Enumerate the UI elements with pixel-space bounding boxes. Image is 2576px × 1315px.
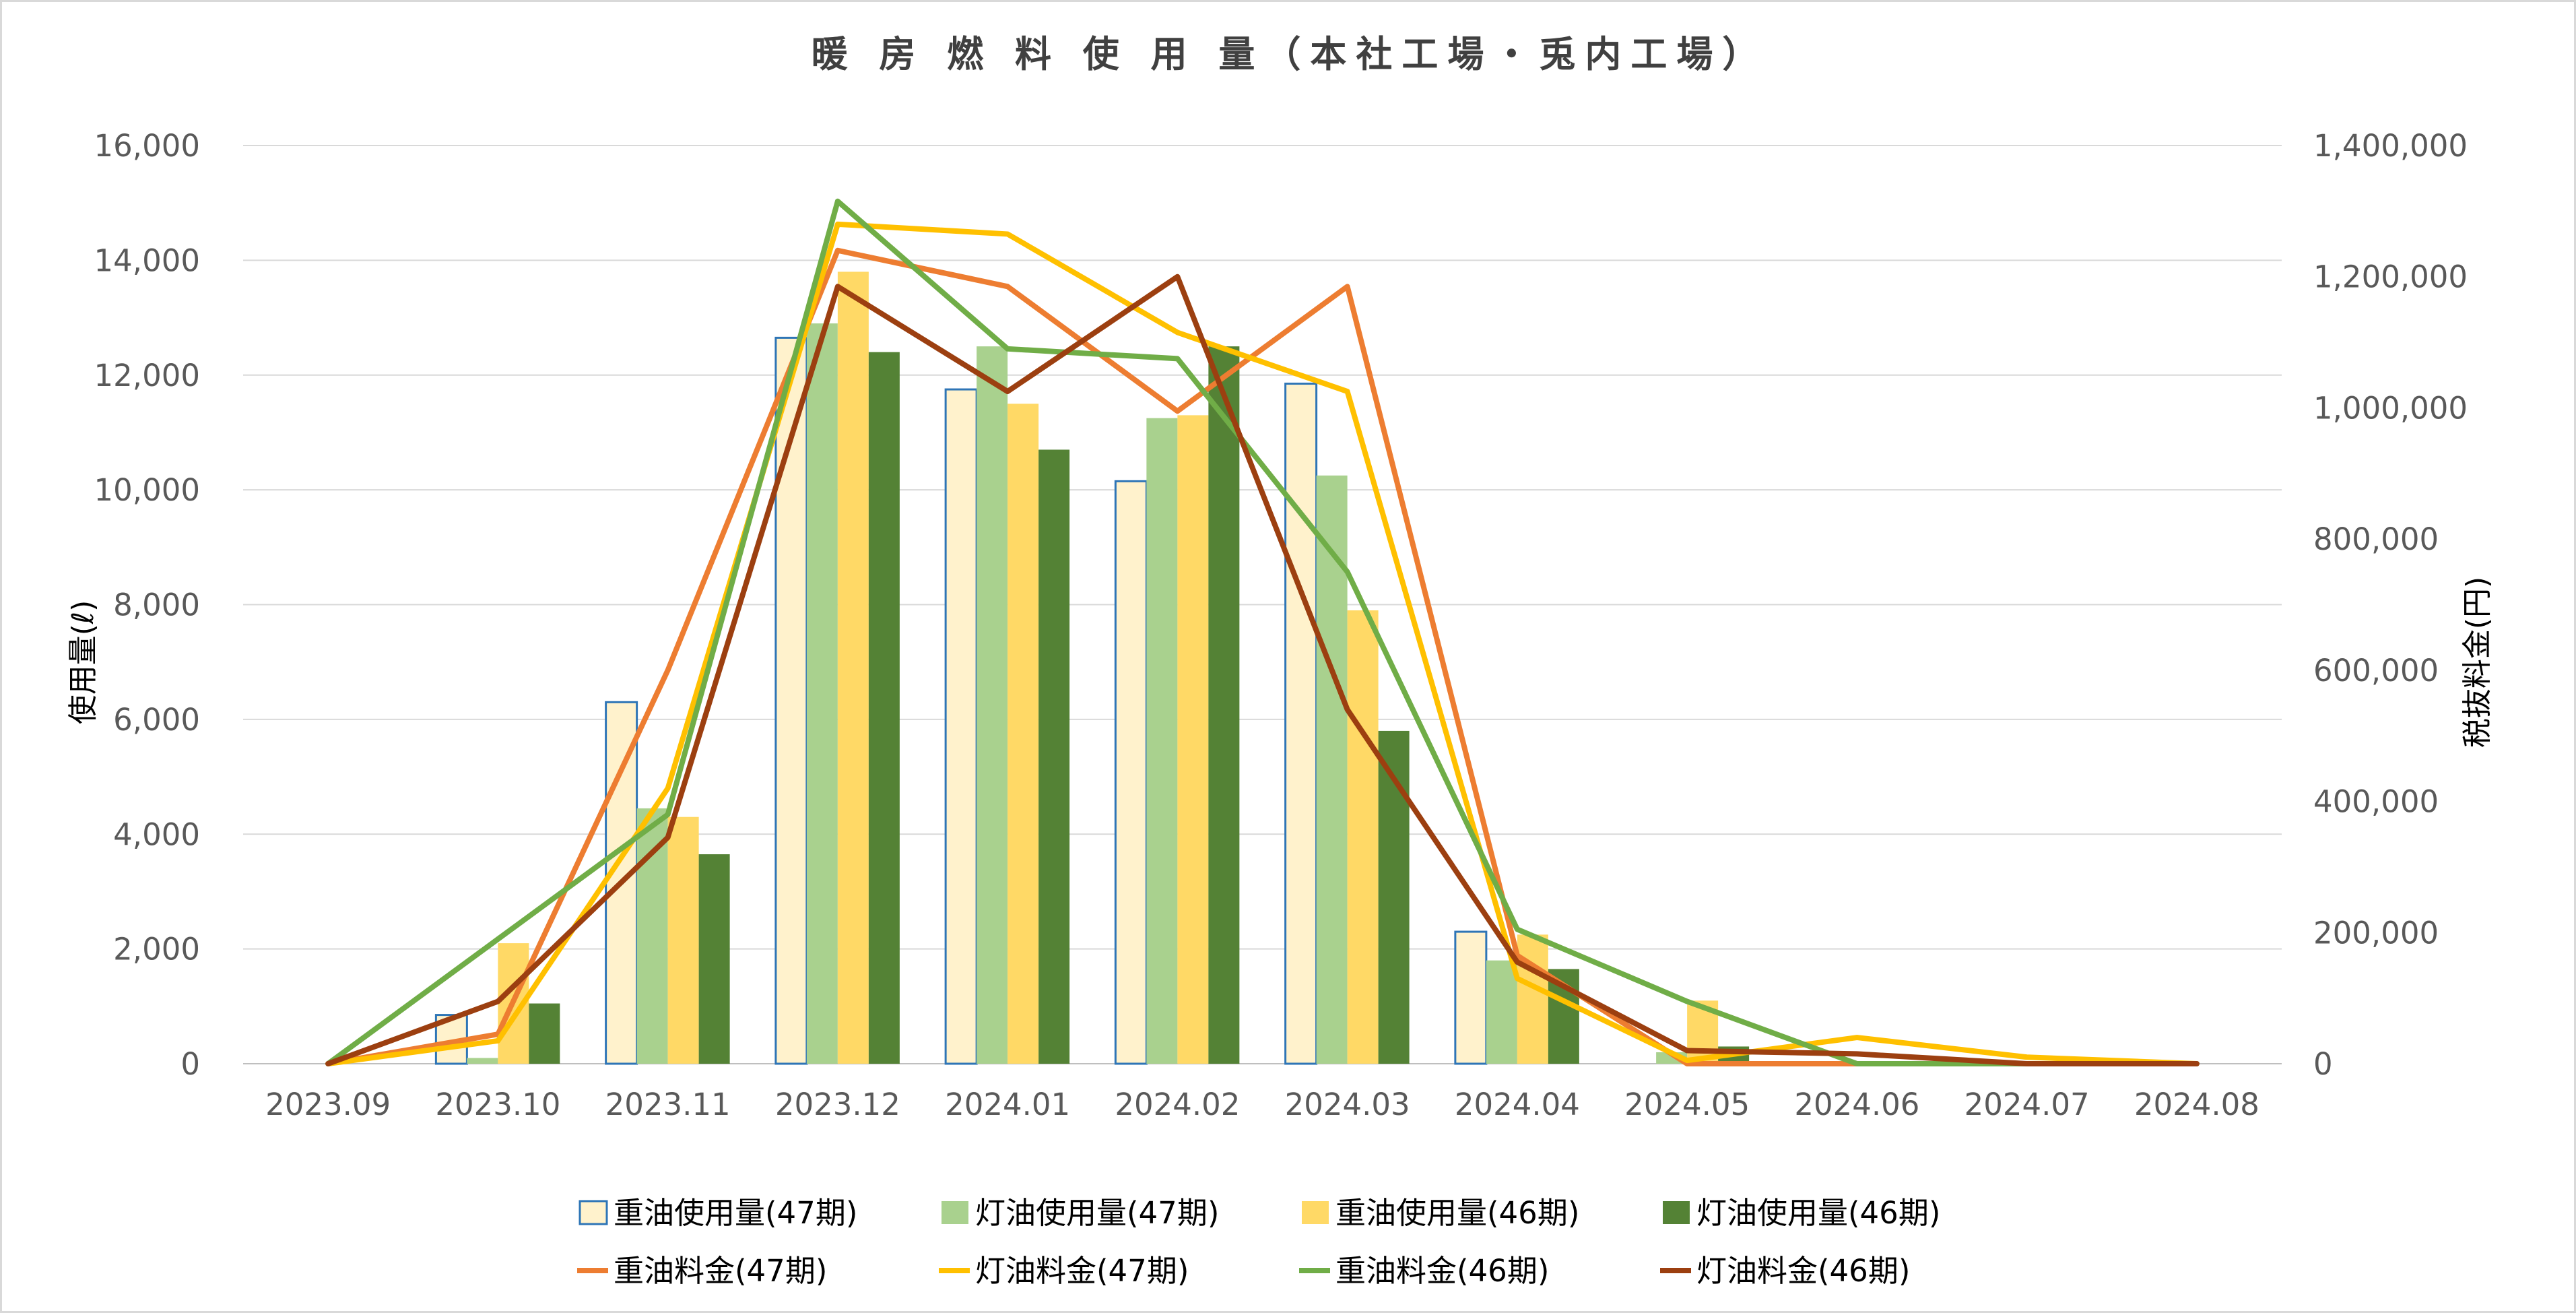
bar [868, 352, 900, 1064]
bar [529, 1003, 560, 1064]
legend-label: 灯油使用量(47期) [975, 1195, 1219, 1231]
x-tick-label: 2023.10 [435, 1087, 560, 1122]
series-line [325, 221, 2200, 1066]
y2-tick-label: 600,000 [2313, 653, 2439, 688]
legend-label: 灯油使用量(46期) [1696, 1195, 1940, 1231]
x-tick-label: 2024.04 [1455, 1087, 1580, 1122]
bar [1347, 610, 1379, 1064]
y-tick-label: 16,000 [94, 128, 200, 164]
y-tick-label: 0 [180, 1046, 200, 1082]
bar [1284, 383, 1318, 1065]
legend-label: 重油料金(47期) [614, 1253, 827, 1289]
y2-tick-label: 1,200,000 [2313, 259, 2468, 295]
legend-swatch [1302, 1201, 1329, 1224]
bar [698, 854, 730, 1064]
legend-label: 灯油料金(47期) [975, 1253, 1189, 1289]
bar [667, 816, 699, 1064]
bar [1316, 475, 1348, 1064]
bar [1114, 480, 1148, 1065]
bar [806, 323, 838, 1064]
bar [774, 336, 808, 1065]
x-tick-label: 2024.07 [1964, 1087, 2090, 1122]
y2-tick-label: 400,000 [2313, 784, 2439, 820]
bar [1454, 930, 1488, 1065]
y2-axis-label: 税抜料金(円) [2460, 577, 2495, 748]
y-tick-label: 6,000 [113, 702, 200, 738]
legend-label: 灯油料金(46期) [1696, 1253, 1910, 1289]
bar [636, 808, 668, 1064]
y2-tick-label: 1,400,000 [2313, 128, 2468, 164]
series-line [325, 198, 2200, 1066]
lines [325, 198, 2200, 1066]
bar [1177, 415, 1209, 1064]
bar [1208, 346, 1240, 1064]
y-axis-label: 使用量(ℓ) [66, 600, 100, 725]
legend-swatch [579, 1200, 608, 1225]
x-tick-label: 2024.03 [1285, 1087, 1410, 1122]
x-tick-label: 2023.11 [605, 1087, 731, 1122]
legend-label: 重油料金(46期) [1335, 1253, 1549, 1289]
bar [1146, 418, 1178, 1064]
bar [944, 388, 978, 1065]
x-tick-label: 2024.06 [1794, 1087, 1919, 1122]
bar [1038, 449, 1070, 1064]
legend-swatch [1663, 1201, 1690, 1224]
x-tick-label: 2024.05 [1624, 1087, 1750, 1122]
y2-tick-label: 0 [2313, 1046, 2333, 1082]
y2-tick-label: 800,000 [2313, 521, 2439, 557]
y-tick-label: 10,000 [94, 472, 200, 508]
bar [1517, 934, 1548, 1064]
y-tick-label: 2,000 [113, 932, 200, 967]
y2-tick-label: 1,000,000 [2313, 390, 2468, 426]
x-tick-label: 2023.09 [265, 1087, 391, 1122]
y2-tick-label: 200,000 [2313, 915, 2439, 951]
y-tick-label: 12,000 [94, 358, 200, 393]
axes: 0 2,000 4,000 6,000 8,000 10,000 12,000 14,000 1… [94, 128, 2468, 1122]
y-tick-label: 14,000 [94, 243, 200, 278]
y-tick-label: 4,000 [113, 816, 200, 852]
legend-swatch [942, 1201, 968, 1224]
x-tick-label: 2024.01 [945, 1087, 1070, 1122]
bar [1008, 404, 1039, 1064]
x-tick-label: 2023.12 [775, 1087, 900, 1122]
bar [1486, 960, 1517, 1064]
y-tick-label: 8,000 [113, 587, 200, 623]
legend-label: 重油使用量(47期) [614, 1195, 857, 1231]
bar [1378, 730, 1410, 1064]
bar [467, 1058, 498, 1064]
chart-title: 暖 房 燃 料 使 用 量（本社工場・兎内工場） [812, 33, 1769, 75]
bars [434, 271, 1750, 1065]
bar [837, 271, 869, 1064]
bar [977, 346, 1008, 1064]
x-tick-label: 2024.08 [2134, 1087, 2259, 1122]
x-tick-label: 2024.02 [1115, 1087, 1240, 1122]
series-line [325, 274, 2200, 1066]
legend: 重油使用量(47期) 灯油使用量(47期) 重油使用量(46期) 灯油使用量(46期)… [577, 1195, 1940, 1289]
legend-label: 重油使用量(46期) [1335, 1195, 1579, 1231]
